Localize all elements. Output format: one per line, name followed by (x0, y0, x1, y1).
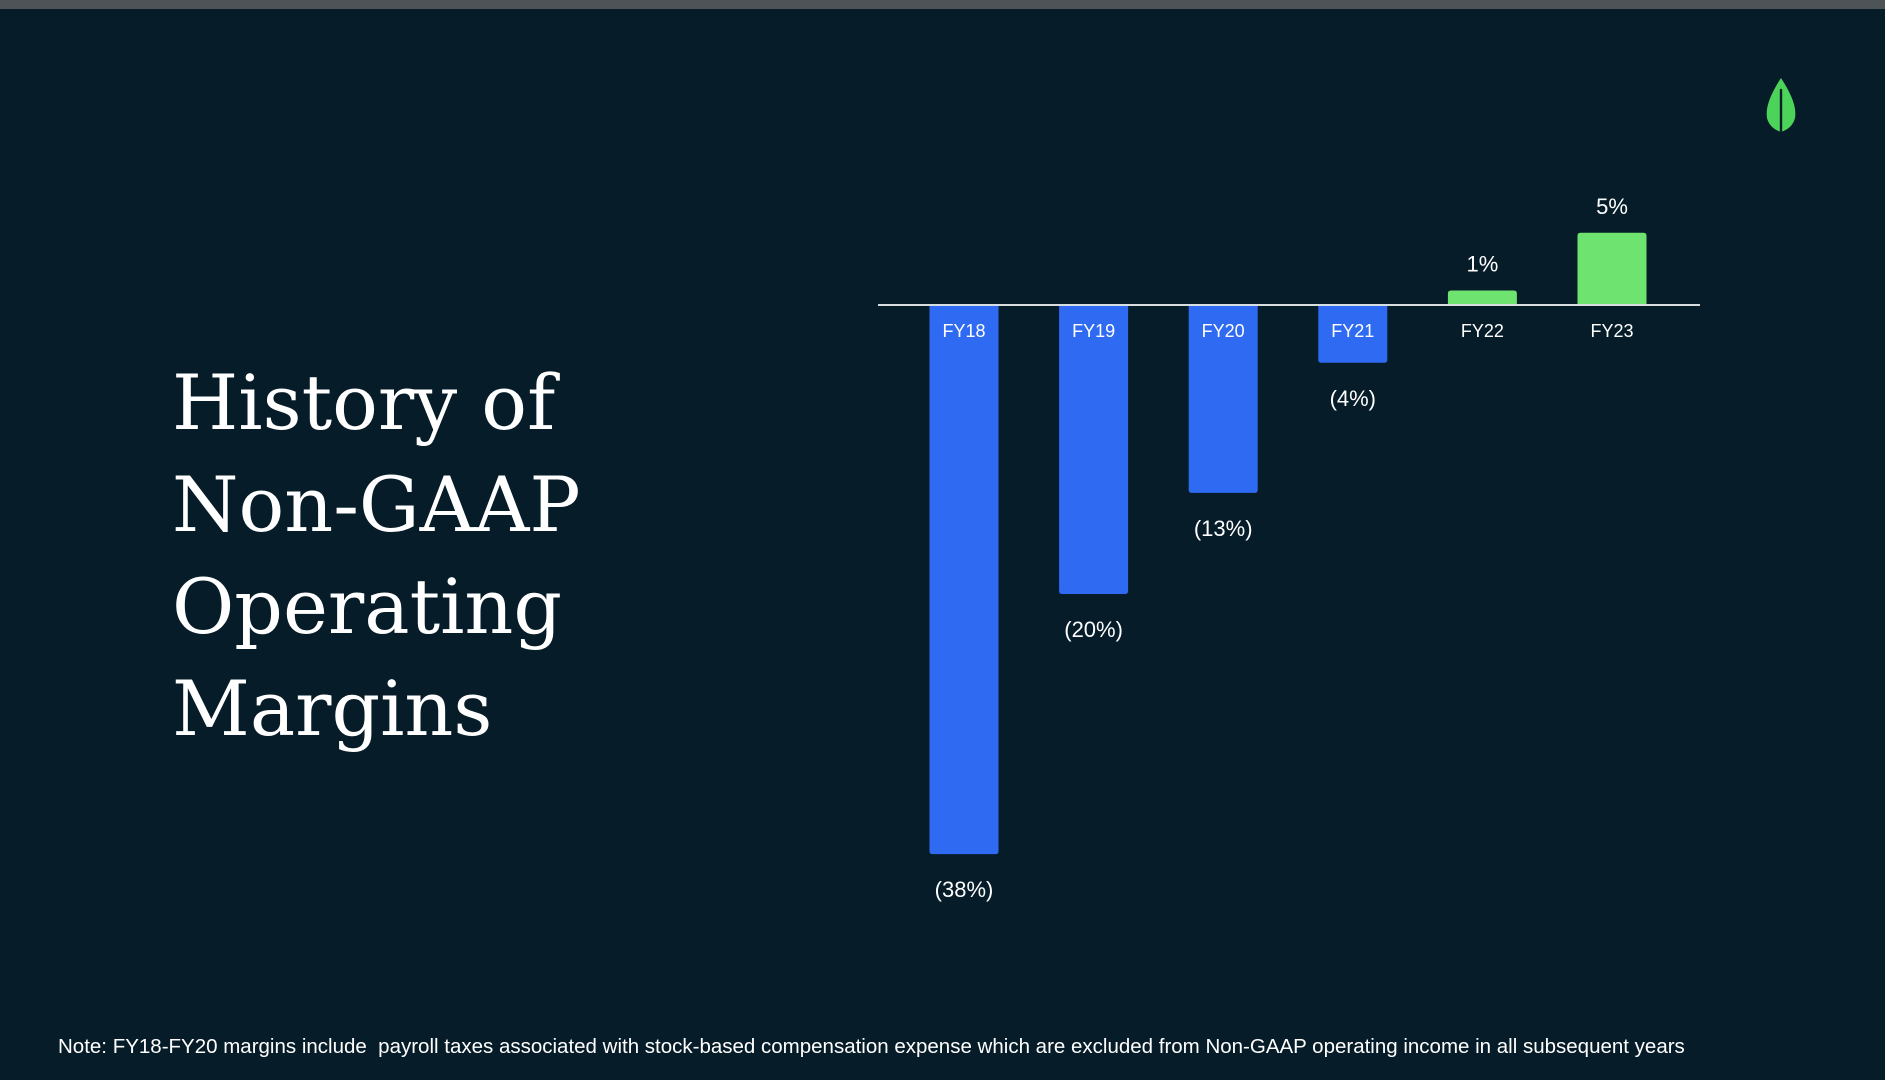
bar-fy22 (1447, 290, 1517, 305)
top-strip (0, 0, 1885, 9)
category-label-fy21: FY21 (1331, 321, 1374, 341)
bar-fy19 (1059, 305, 1129, 594)
footnote: Note: FY18-FY20 margins include payroll … (58, 1035, 1685, 1058)
value-label-fy18: (38%) (935, 877, 994, 902)
bar-fy21 (1318, 305, 1388, 363)
category-label-fy19: FY19 (1072, 321, 1115, 341)
leaf-icon (1766, 78, 1796, 140)
category-label-fy20: FY20 (1202, 321, 1245, 341)
title-line-2: Non-GAAP (172, 460, 581, 549)
title-line-4: Margins (172, 664, 493, 753)
category-label-fy18: FY18 (942, 321, 985, 341)
title-line-1: History of (172, 358, 556, 447)
value-label-fy19: (20%) (1064, 617, 1123, 642)
value-label-fy23: 5% (1596, 194, 1628, 219)
bar-fy20 (1188, 305, 1258, 493)
title-line-3: Operating (172, 562, 563, 651)
page-title: History of Non-GAAP Operating Margins (172, 352, 732, 760)
bar-fy18 (929, 305, 999, 855)
category-label-fy23: FY23 (1590, 321, 1633, 341)
value-label-fy22: 1% (1467, 252, 1499, 277)
bar-fy23 (1577, 232, 1647, 305)
category-label-fy22: FY22 (1461, 321, 1504, 341)
value-label-fy20: (13%) (1194, 516, 1253, 541)
value-label-fy21: (4%) (1330, 386, 1376, 411)
